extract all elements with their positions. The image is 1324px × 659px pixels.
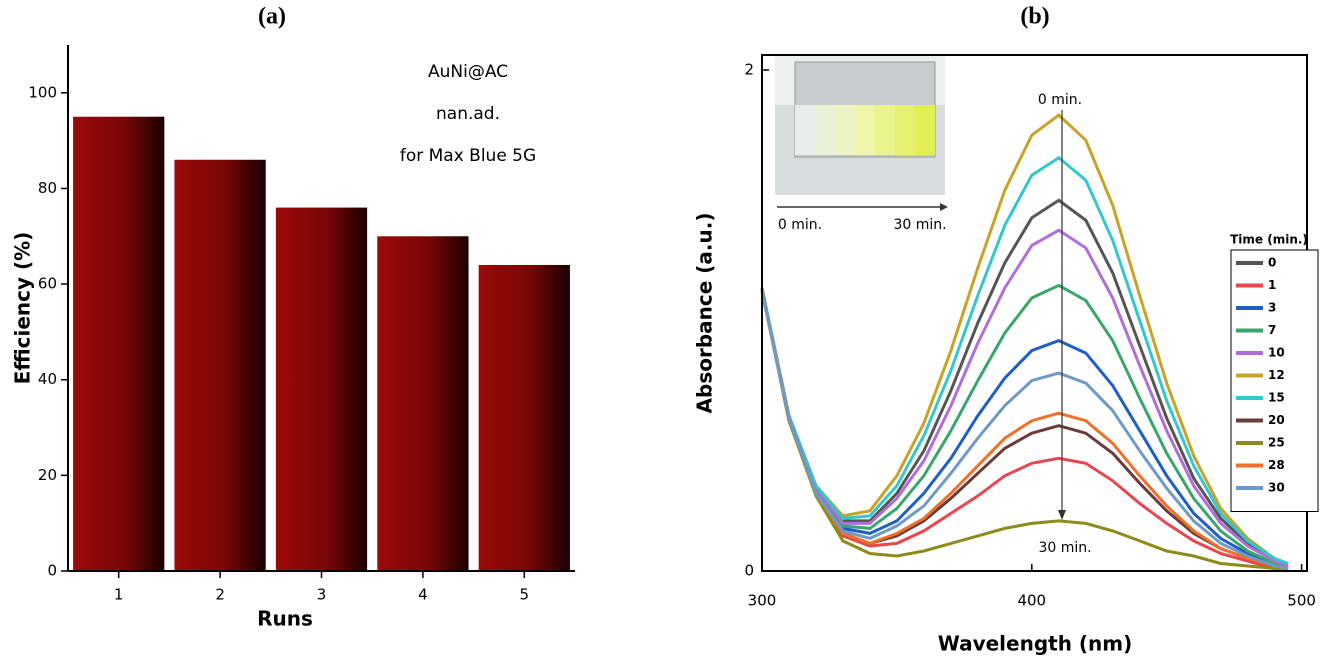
y-axis-label: Absorbance (a.u.) [693,213,717,414]
legend-label: 20 [1268,413,1285,427]
y-tick-label: 0 [744,562,754,580]
annotation: 0 min. [1038,92,1082,108]
x-tick-label: 400 [1017,592,1046,610]
legend-label: 12 [1268,368,1285,382]
x-axis-label: Wavelength (nm) [938,632,1133,656]
y-tick-label: 100 [28,83,57,101]
arrow-head [1058,510,1066,520]
annotation: 30 min. [1038,540,1091,556]
x-axis-label: Runs [257,607,313,631]
series-line [760,283,1289,568]
legend-label: 0 [1268,256,1276,270]
series-line [760,228,1289,568]
series-line [760,290,1289,570]
inset-label: 0 min. [778,217,822,233]
x-tick-label: 3 [317,586,327,604]
series-line [760,155,1289,565]
series-line [760,290,1289,573]
bar [275,207,368,571]
y-tick-label: 0 [47,562,57,580]
series-line [760,113,1289,565]
y-tick-label: 60 [38,275,57,293]
series-line [760,198,1289,565]
bar [377,236,469,572]
series-line [760,290,1289,570]
bar [73,116,165,572]
legend-box [1230,249,1319,512]
legend-label: 30 [1268,481,1285,495]
legend-label: 15 [1268,391,1285,405]
inset-photo [775,55,948,211]
legend-label: 10 [1268,346,1285,360]
y-axis-label: Efficiency (%) [11,232,35,385]
annotation: AuNi@AC [428,62,508,82]
annotation: nan.ad. [436,104,500,124]
annotation: for Max Blue 5G [400,146,536,166]
x-tick-label: 1 [114,586,124,604]
panel-title: (a) [258,4,286,30]
legend-label: 3 [1268,301,1276,315]
bar [174,159,266,571]
series-line [760,290,1289,570]
y-tick-label: 20 [38,466,57,484]
x-tick-label: 4 [418,586,428,604]
legend-label: 1 [1268,278,1276,292]
inset-label: 30 min. [893,217,946,233]
legend-title: Time (min.) [1230,233,1308,247]
panel-title: (b) [1020,4,1049,30]
x-tick-label: 2 [215,586,225,604]
series-line [760,290,1289,568]
y-tick-label: 40 [38,370,57,388]
x-tick-label: 300 [748,592,777,610]
y-tick-label: 80 [38,179,57,197]
y-tick-label: 2 [744,61,754,79]
x-tick-label: 500 [1287,592,1316,610]
legend-label: 7 [1268,323,1276,337]
legend-label: 25 [1268,436,1285,450]
bar [478,264,570,571]
legend-label: 28 [1268,458,1285,472]
x-tick-label: 5 [520,586,530,604]
